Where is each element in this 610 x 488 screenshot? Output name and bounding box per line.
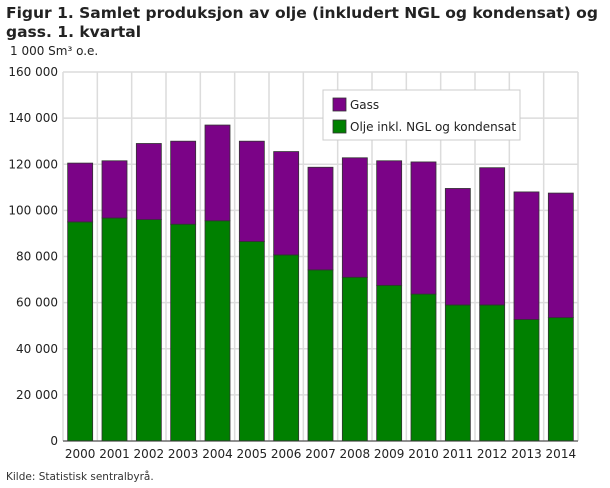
bar-segment <box>376 284 403 442</box>
y-tick-label: 60 000 <box>16 296 58 310</box>
legend-swatch <box>332 97 347 112</box>
bar-segment <box>101 160 128 219</box>
bar-segment <box>479 167 506 306</box>
legend-label: Olje inkl. NGL og kondensat <box>350 120 516 134</box>
bar-segment <box>238 241 265 442</box>
x-tick-label: 2004 <box>202 447 233 461</box>
x-tick-label: 2009 <box>374 447 405 461</box>
chart-title: Figur 1. Samlet produksjon av olje (inkl… <box>6 4 598 41</box>
bar-segment <box>410 161 437 295</box>
x-tick-label: 2014 <box>546 447 577 461</box>
bar-segment <box>410 293 437 442</box>
bar-segment <box>135 143 162 220</box>
bar-segment <box>547 317 574 442</box>
bar-segment <box>547 192 574 319</box>
y-tick-label: 0 <box>50 434 58 448</box>
legend-box <box>322 89 521 141</box>
y-tick-label: 80 000 <box>16 250 58 264</box>
x-tick-label: 2003 <box>168 447 199 461</box>
bar-segment <box>513 319 540 442</box>
source-note: Kilde: Statistisk sentralbyrå. <box>6 471 154 483</box>
x-tick-label: 2006 <box>271 447 302 461</box>
y-tick-label: 100 000 <box>8 203 58 217</box>
y-tick-label: 20 000 <box>16 388 58 402</box>
bar-segment <box>67 221 94 442</box>
y-tick-label: 40 000 <box>16 342 58 356</box>
x-tick-label: 2013 <box>511 447 542 461</box>
bar-segment <box>170 140 197 225</box>
bar-segment <box>170 223 197 442</box>
legend-label: Gass <box>350 98 379 112</box>
bar-segment <box>273 254 300 442</box>
y-tick-label: 160 000 <box>8 65 58 79</box>
bar-segment <box>341 276 368 442</box>
x-tick-label: 2005 <box>237 447 268 461</box>
bar-segment <box>67 162 94 223</box>
bar-segment <box>444 188 471 306</box>
x-tick-label: 2000 <box>65 447 96 461</box>
bar-segment <box>135 219 162 442</box>
bar-segment <box>204 124 231 222</box>
x-tick-label: 2008 <box>340 447 371 461</box>
bar-segment <box>444 304 471 442</box>
y-tick-label: 140 000 <box>8 111 58 125</box>
y-axis-unit-label: 1 000 Sm³ o.e. <box>10 44 99 58</box>
x-tick-label: 2001 <box>99 447 130 461</box>
bar-segment <box>307 166 334 271</box>
y-tick-label: 120 000 <box>8 157 58 171</box>
bar-segment <box>513 191 540 320</box>
bar-segment <box>204 220 231 442</box>
bar-segment <box>479 304 506 442</box>
x-tick-label: 2010 <box>408 447 439 461</box>
bar-segment <box>341 157 368 278</box>
x-tick-label: 2012 <box>477 447 508 461</box>
bar-segment <box>101 217 128 442</box>
legend-swatch <box>332 119 347 134</box>
bar-segment <box>238 140 265 242</box>
bar-segment <box>307 269 334 442</box>
bar-segment <box>376 160 403 286</box>
x-tick-label: 2011 <box>443 447 474 461</box>
x-tick-label: 2007 <box>305 447 336 461</box>
bar-segment <box>273 151 300 256</box>
x-tick-label: 2002 <box>134 447 165 461</box>
